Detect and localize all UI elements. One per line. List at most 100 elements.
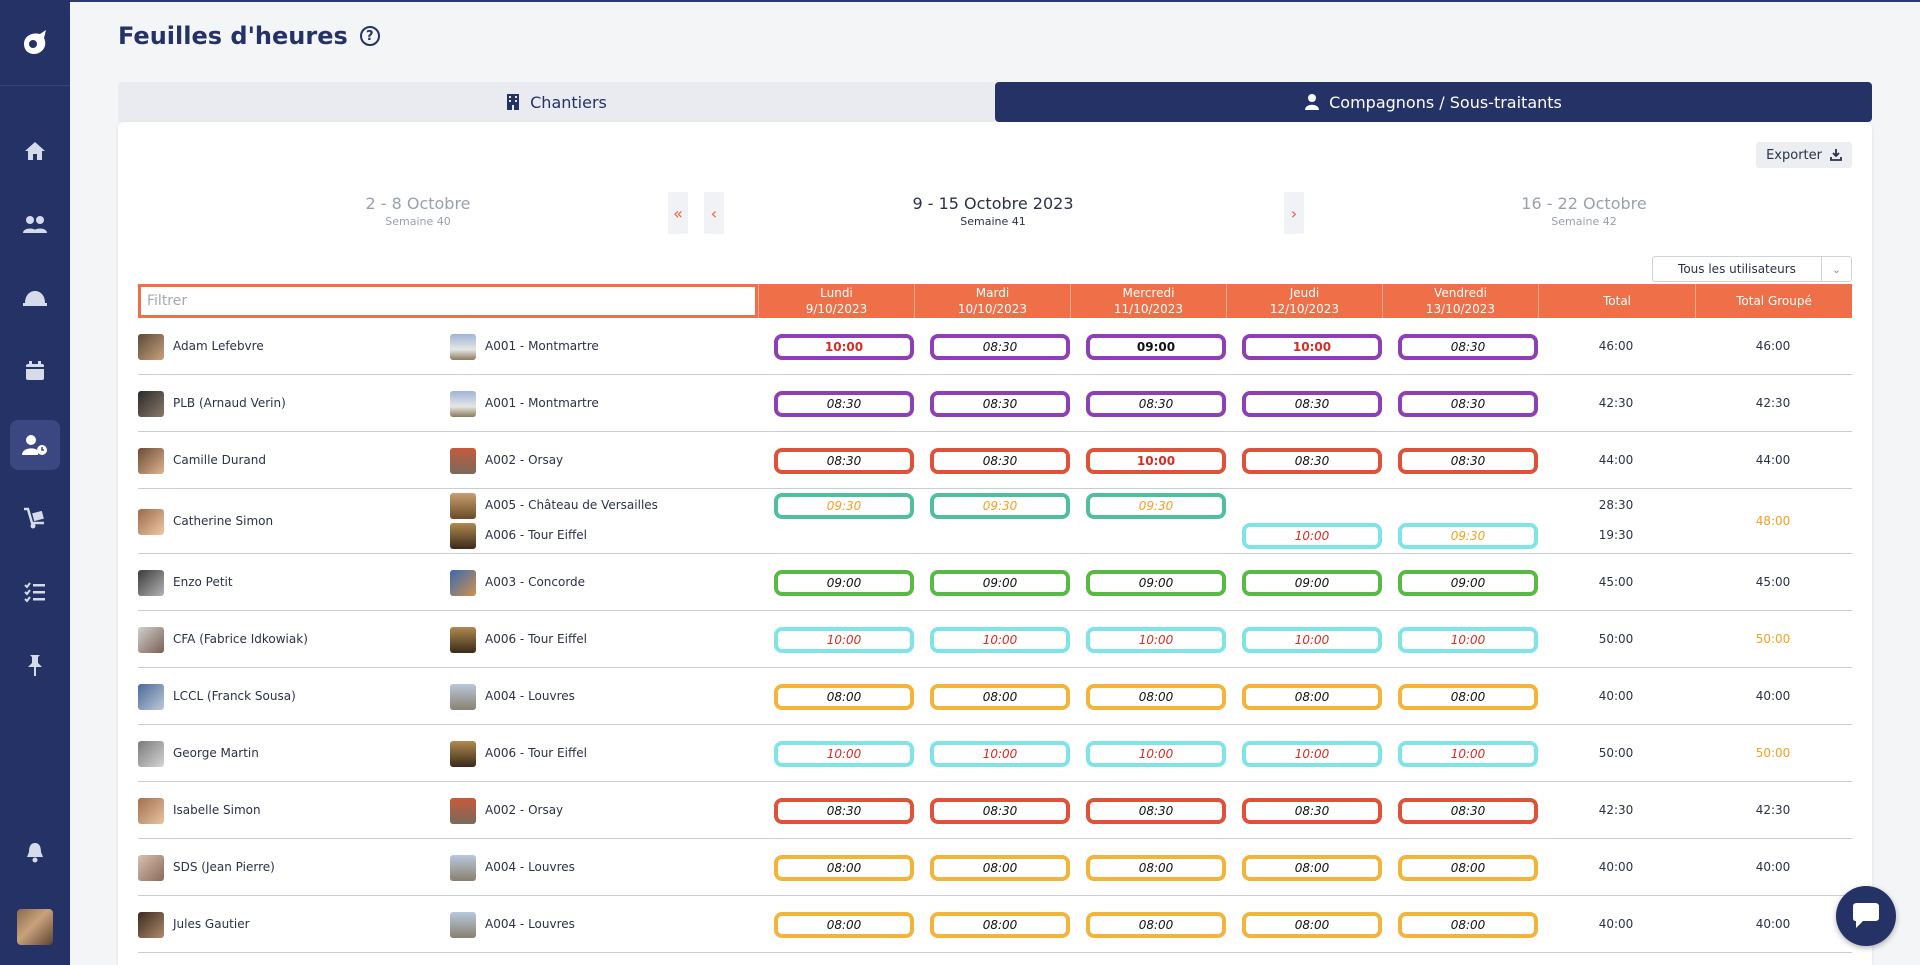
site-name[interactable]: A006 - Tour Eiffel	[485, 631, 587, 646]
hours-cell[interactable]: 10:00	[930, 740, 1070, 767]
hours-cell[interactable]: 08:30	[1398, 447, 1538, 474]
hours-cell[interactable]: 10:00	[1242, 740, 1382, 767]
hours-cell[interactable]: 08:00	[930, 911, 1070, 938]
hours-cell[interactable]: 08:30	[1398, 390, 1538, 417]
sidebar-item-calendar[interactable]	[10, 346, 60, 396]
hours-cell[interactable]: 09:00	[774, 569, 914, 596]
employee-name[interactable]: Adam Lefebvre	[173, 338, 264, 353]
prev-week-button[interactable]: ‹	[704, 192, 724, 234]
hours-cell[interactable]: 08:30	[1086, 390, 1226, 417]
hours-cell[interactable]: 10:00	[1242, 523, 1382, 549]
hours-cell[interactable]: 09:30	[1086, 493, 1226, 519]
hours-cell[interactable]: 10:00	[1086, 626, 1226, 653]
hours-cell[interactable]: 08:30	[774, 447, 914, 474]
hours-cell[interactable]: 08:30	[1398, 797, 1538, 824]
hours-cell[interactable]: 08:30	[1242, 390, 1382, 417]
employee-name[interactable]: CFA (Fabrice Idkowiak)	[173, 631, 308, 646]
site-name[interactable]: A004 - Louvres	[485, 688, 575, 703]
hours-cell[interactable]: 08:30	[1398, 333, 1538, 360]
hours-cell[interactable]: 09:00	[1086, 333, 1226, 360]
employee-name[interactable]: Camille Durand	[173, 452, 266, 467]
employee-name[interactable]: Enzo Petit	[173, 574, 233, 589]
hours-cell[interactable]: 08:00	[1242, 683, 1382, 710]
next-week-link[interactable]: 16 - 22 Octobre Semaine 42	[1454, 194, 1714, 228]
hours-cell[interactable]: 08:30	[930, 390, 1070, 417]
site-name[interactable]: A001 - Montmartre	[485, 395, 599, 410]
hours-cell[interactable]: 10:00	[774, 333, 914, 360]
hours-cell[interactable]: 08:00	[1398, 683, 1538, 710]
filter-field[interactable]	[138, 284, 758, 318]
hours-cell[interactable]: 10:00	[1398, 740, 1538, 767]
site-name[interactable]: A001 - Montmartre	[485, 338, 599, 353]
hours-cell[interactable]: 10:00	[1242, 626, 1382, 653]
hours-cell[interactable]: 10:00	[1398, 626, 1538, 653]
employee-name[interactable]: PLB (Arnaud Verin)	[173, 395, 286, 410]
hours-cell[interactable]: 09:30	[774, 493, 914, 519]
employee-name[interactable]: Jules Gautier	[173, 916, 250, 931]
user-avatar[interactable]	[17, 909, 53, 945]
hours-cell[interactable]: 08:00	[774, 854, 914, 881]
previous-week-link[interactable]: 2 - 8 Octobre Semaine 40	[288, 194, 548, 228]
chat-button[interactable]	[1836, 886, 1896, 946]
site-name[interactable]: A002 - Orsay	[485, 802, 564, 817]
help-icon[interactable]: ?	[359, 26, 380, 46]
hours-cell[interactable]: 10:00	[774, 740, 914, 767]
site-name[interactable]: A004 - Louvres	[485, 916, 575, 931]
hours-cell[interactable]: 08:30	[930, 333, 1070, 360]
employee-name[interactable]: Catherine Simon	[173, 513, 274, 528]
site-name[interactable]: A006 - Tour Eiffel	[485, 745, 587, 760]
employee-name[interactable]: LCCL (Franck Sousa)	[173, 688, 296, 703]
hours-cell[interactable]: 08:00	[1242, 854, 1382, 881]
hours-cell[interactable]: 08:00	[1398, 854, 1538, 881]
tab-compagnons[interactable]: Compagnons / Sous-traitants	[995, 82, 1872, 122]
hours-cell[interactable]: 09:00	[930, 569, 1070, 596]
hours-cell[interactable]: 09:00	[1242, 569, 1382, 596]
hours-cell[interactable]: 08:00	[774, 683, 914, 710]
hours-cell[interactable]: 08:30	[774, 797, 914, 824]
hours-cell[interactable]: 08:30	[930, 797, 1070, 824]
sidebar-item-tasks[interactable]	[10, 567, 60, 617]
sidebar-item-sites[interactable]	[10, 273, 60, 323]
hours-cell[interactable]: 08:30	[1086, 797, 1226, 824]
hours-cell[interactable]: 08:00	[930, 683, 1070, 710]
hours-cell[interactable]: 08:00	[1086, 683, 1226, 710]
hours-cell[interactable]: 08:00	[1086, 911, 1226, 938]
hours-cell[interactable]: 08:00	[1086, 854, 1226, 881]
hours-cell[interactable]: 09:30	[930, 493, 1070, 519]
hours-cell[interactable]: 10:00	[1086, 740, 1226, 767]
tab-chantiers[interactable]: Chantiers	[118, 82, 995, 122]
export-button[interactable]: Exporter	[1756, 142, 1852, 168]
sidebar-item-notifications[interactable]	[10, 827, 60, 877]
sidebar-item-pins[interactable]	[10, 640, 60, 690]
hours-cell[interactable]: 09:00	[1086, 569, 1226, 596]
sidebar-item-materials[interactable]	[10, 493, 60, 543]
site-name[interactable]: A004 - Louvres	[485, 859, 575, 874]
employee-name[interactable]: Isabelle Simon	[173, 802, 261, 817]
site-name[interactable]: A005 - Château de Versailles	[485, 498, 658, 512]
hours-cell[interactable]: 08:00	[1398, 911, 1538, 938]
hours-cell[interactable]: 08:30	[1242, 447, 1382, 474]
employee-name[interactable]: George Martin	[173, 745, 259, 760]
sidebar-item-home[interactable]	[10, 126, 60, 176]
hours-cell[interactable]: 10:00	[774, 626, 914, 653]
filter-input[interactable]	[141, 287, 755, 315]
sidebar-item-timesheets[interactable]	[10, 420, 60, 470]
hours-cell[interactable]: 08:00	[930, 854, 1070, 881]
hours-cell[interactable]: 08:30	[930, 447, 1070, 474]
site-name[interactable]: A003 - Concorde	[485, 574, 586, 589]
site-name[interactable]: A002 - Orsay	[485, 452, 564, 467]
hours-cell[interactable]: 10:00	[1086, 447, 1226, 474]
employee-name[interactable]: SDS (Jean Pierre)	[173, 859, 275, 874]
hours-cell[interactable]: 10:00	[1242, 333, 1382, 360]
next-week-button[interactable]: ›	[1284, 192, 1304, 234]
first-week-button[interactable]: «	[668, 192, 688, 234]
app-logo[interactable]	[0, 0, 70, 86]
hours-cell[interactable]: 08:00	[1242, 911, 1382, 938]
hours-cell[interactable]: 09:30	[1398, 523, 1538, 549]
hours-cell[interactable]: 08:30	[774, 390, 914, 417]
hours-cell[interactable]: 08:00	[774, 911, 914, 938]
hours-cell[interactable]: 08:30	[1242, 797, 1382, 824]
user-filter-select[interactable]: Tous les utilisateurs ⌄	[1652, 256, 1852, 282]
hours-cell[interactable]: 09:00	[1398, 569, 1538, 596]
sidebar-item-team[interactable]	[10, 199, 60, 249]
